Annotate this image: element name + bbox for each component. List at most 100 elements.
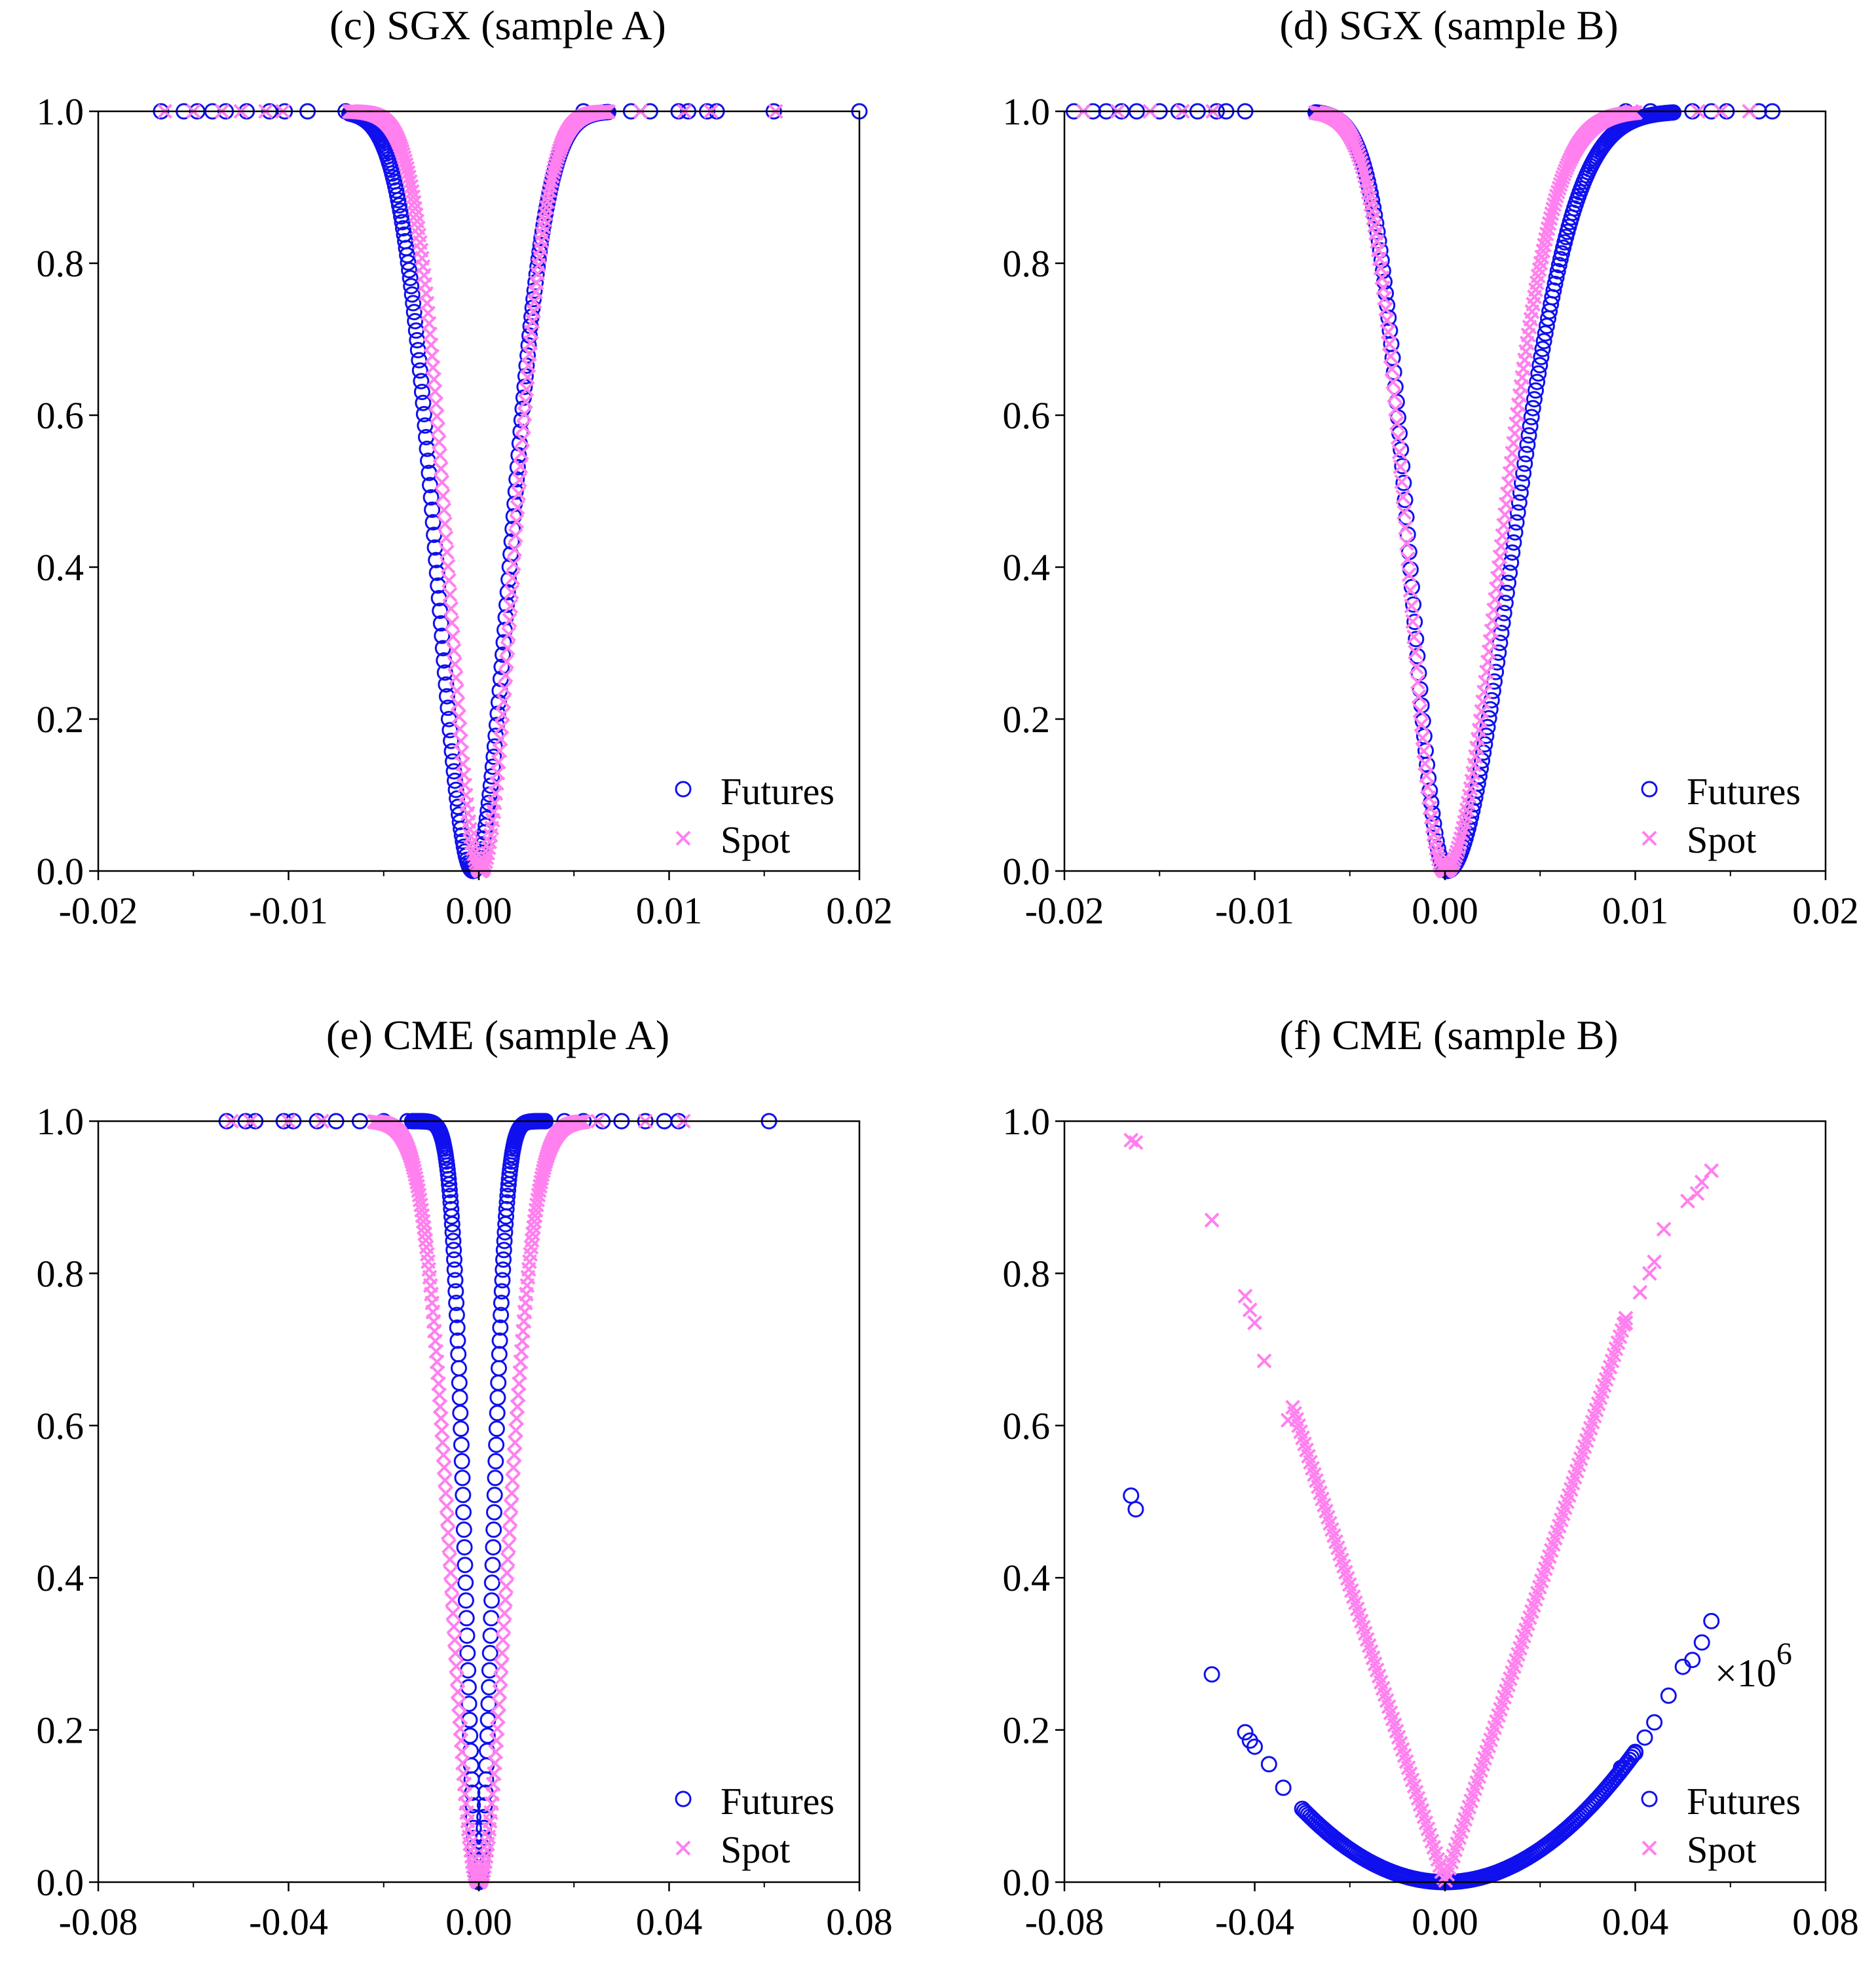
data-point-spot [493,1671,508,1687]
data-point-spot [429,409,445,424]
data-point-spot [1380,324,1396,340]
data-point-spot [495,707,510,722]
data-point-futures [445,1232,462,1250]
data-point-spot [1689,1185,1705,1201]
data-point-spot [508,528,523,544]
data-point-spot [1353,155,1369,170]
y-tick-label: 1.0 [1003,90,1051,133]
data-point-spot [507,1435,523,1451]
data-point-spot [1385,375,1401,390]
data-point-futures [394,213,411,231]
data-point-futures [1520,427,1537,444]
data-point-futures [1524,399,1541,417]
data-point-spot [491,1697,507,1712]
data-point-spot [453,733,469,749]
legend-d: Futures Spot [1641,770,1801,861]
series-spot-d [1076,103,1757,879]
data-point-futures [407,312,424,329]
data-point-futures [453,1453,470,1470]
data-point-futures [1549,263,1566,280]
data-point-spot [502,1511,518,1527]
y-tick-label: 0.4 [37,546,84,589]
y-tick-label: 0.6 [37,1405,84,1447]
data-point-futures [1693,1634,1710,1651]
x-tick-label: -0.04 [249,1900,328,1943]
data-point-spot [1384,361,1400,377]
data-point-spot [503,1498,519,1514]
data-point-spot [494,719,510,735]
data-point-spot [453,1721,468,1737]
data-point-spot [1704,1163,1719,1178]
y-tick-label: 1.0 [37,90,84,133]
x-tick-label: -0.02 [1025,889,1104,932]
data-point-futures [455,1504,472,1521]
axis-ticks-d: 0.0 0.2 0.4 0.6 0.8 1.0 -0.02 -0.01 0.00 0.01 0.02 [1003,90,1859,932]
data-point-futures [484,1557,501,1574]
data-point-futures [496,1232,513,1250]
data-point-futures [1397,491,1414,508]
data-point-futures [483,1574,500,1591]
data-point-futures [1533,348,1550,365]
x-tick-label: -0.01 [1215,889,1294,932]
data-point-spot [440,1525,456,1540]
data-point-futures [1535,333,1552,350]
data-point-futures [411,362,428,379]
data-point-spot [439,1498,455,1514]
data-point-futures [485,1521,502,1538]
data-point-futures [1127,1501,1144,1518]
data-point-futures [455,1487,472,1504]
data-point-futures [443,732,459,749]
y-tick-label: 0.4 [37,1557,84,1599]
data-point-futures [452,1405,469,1422]
data-point-spot [427,384,443,399]
data-point-spot [442,1551,458,1567]
data-point-spot [433,461,449,477]
data-point-spot [508,1422,523,1438]
x-tick-label: 0.02 [1792,889,1859,932]
data-point-spot [1618,1310,1634,1326]
data-point-spot [1204,1212,1220,1228]
legend-futures-label-e: Futures [721,1780,835,1823]
x-tick-label: 0.00 [445,889,512,932]
data-point-spot [451,1697,466,1712]
data-point-futures [493,658,510,675]
data-point-futures [415,394,432,411]
legend-spot-label-c: Spot [721,819,790,861]
data-point-spot [1408,659,1424,675]
data-point-spot [415,1208,430,1223]
data-point-spot [1642,1265,1657,1281]
x-tick-label: 0.01 [1602,889,1669,932]
data-point-futures [1537,325,1554,342]
data-point-futures [510,447,527,464]
data-point-futures [403,286,421,303]
data-point-futures [489,1405,506,1422]
data-point-spot [435,489,451,504]
data-point-futures [488,1420,505,1437]
data-point-futures [460,1695,478,1713]
data-point-futures [486,738,503,755]
data-point-futures [441,1176,458,1193]
data-point-futures [417,417,434,434]
data-point-futures [495,646,511,663]
data-point-futures [495,634,512,651]
data-point-spot [1398,536,1414,551]
data-point-spot [441,572,457,588]
data-point-futures [448,1295,465,1311]
data-point-spot [434,1422,449,1438]
chart-title-d: (d) SGX (sample B) [1279,2,1618,48]
data-point-spot [506,1447,522,1463]
data-point-spot [1694,1174,1710,1190]
legend-e: Futures Spot [675,1780,835,1871]
data-point-futures [487,1470,504,1487]
data-point-futures [457,1557,474,1574]
data-point-futures [1522,418,1539,435]
y-tick-label: 0.2 [37,698,84,741]
data-point-futures [485,1539,502,1556]
data-point-spot [449,683,464,699]
data-point-spot [513,458,529,474]
data-point-spot [442,587,458,602]
data-point-futures [1515,465,1532,482]
data-point-futures [422,489,440,506]
data-point-futures [1528,382,1544,399]
data-point-futures [445,1242,462,1259]
